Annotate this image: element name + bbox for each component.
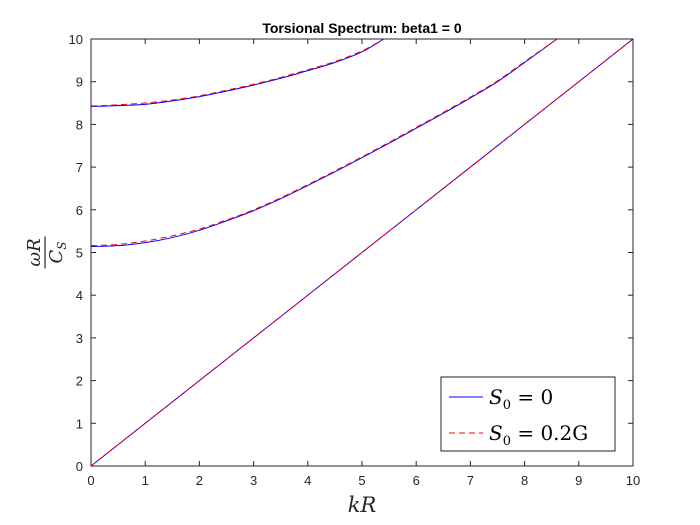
x-tick-label: 9: [575, 473, 582, 488]
y-tick-label: 10: [69, 32, 83, 47]
y-tick-label: 1: [76, 416, 83, 431]
y-tick-label: 3: [76, 331, 83, 346]
legend-label-1: S0 = 0.2G: [489, 421, 588, 449]
y-tick-label: 8: [76, 117, 83, 132]
series-1-branch-2-line: [90, 38, 384, 107]
x-tick-label: 0: [87, 473, 94, 488]
x-axis: 0 1 2 3 4 5 6 7 8 9 10: [87, 39, 640, 488]
y-tick-label: 9: [76, 75, 83, 90]
chart-title: Torsional Spectrum: beta1 = 0: [262, 20, 462, 36]
y-tick-label: 6: [76, 203, 83, 218]
y-tick-label: 4: [76, 288, 83, 303]
x-tick-label: 7: [467, 473, 474, 488]
y-tick-label: 0: [76, 459, 83, 474]
legend: S0 = 0 S0 = 0.2G: [440, 376, 616, 452]
x-tick-label: 3: [250, 473, 257, 488]
y-axis-label: ωR CS: [24, 236, 69, 269]
x-tick-label: 2: [196, 473, 203, 488]
legend-box: [440, 376, 616, 452]
x-tick-label: 6: [413, 473, 420, 488]
series-layer: [90, 38, 634, 467]
y-tick-label: 2: [76, 374, 83, 389]
y-axis-label-numerator: ωR: [24, 238, 45, 266]
series-0-branch-1-line: [90, 38, 558, 248]
series-1-branch-1-line: [90, 38, 558, 247]
x-axis-label: kR: [348, 493, 377, 517]
x-tick-label: 8: [521, 473, 528, 488]
series-0-branch-2-line: [90, 38, 384, 107]
x-tick-label: 4: [304, 473, 311, 488]
legend-label-0: S0 = 0: [489, 385, 553, 413]
series-1-branch-0-line: [90, 38, 634, 467]
x-tick-label: 10: [626, 473, 640, 488]
y-tick-label: 5: [76, 246, 83, 261]
y-axis: 0 1 2 3 4 5 6 7 8 9 10: [69, 32, 633, 474]
x-tick-label: 1: [142, 473, 149, 488]
y-tick-label: 7: [76, 160, 83, 175]
y-axis-label-denominator: CS: [46, 241, 69, 263]
x-tick-label: 5: [358, 473, 365, 488]
